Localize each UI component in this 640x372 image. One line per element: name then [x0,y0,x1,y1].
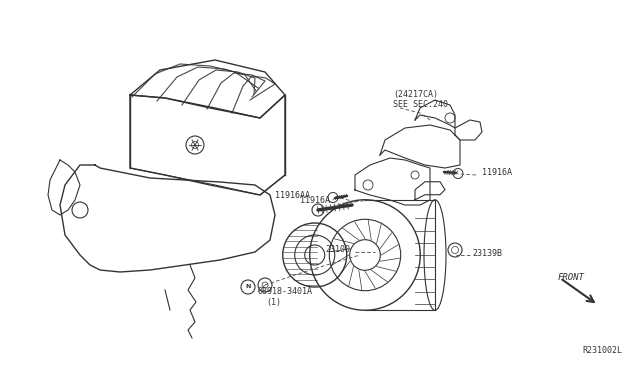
Text: 11916A: 11916A [300,196,330,205]
Text: R231002L: R231002L [582,346,622,355]
Text: (24217CA)
SEE SEC.240: (24217CA) SEE SEC.240 [393,90,448,109]
Text: 08918-3401A: 08918-3401A [258,288,313,296]
Text: (1): (1) [266,298,281,307]
Text: 23100: 23100 [325,246,350,254]
Text: 11916A: 11916A [482,167,512,176]
Text: FRONT: FRONT [558,273,585,282]
Text: 23139B: 23139B [472,248,502,257]
Text: N: N [245,285,251,289]
Text: 11916AA: 11916AA [275,190,310,199]
